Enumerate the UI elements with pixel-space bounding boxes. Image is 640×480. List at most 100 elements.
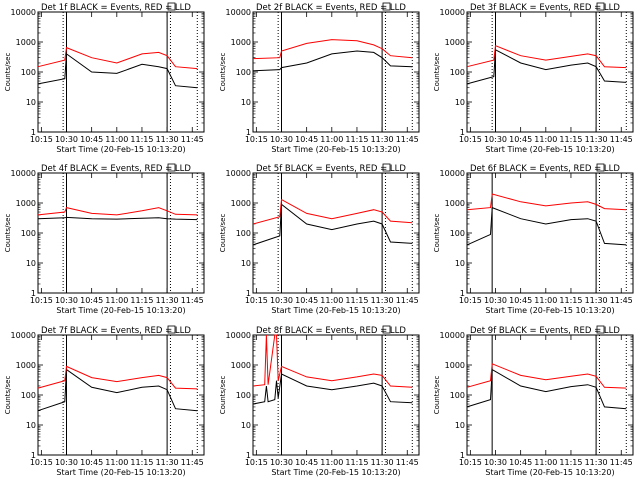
legend-box-icon [167,2,176,11]
x-tick-label: 10:30 [270,135,293,144]
x-tick-label: 11:45 [181,458,204,467]
x-tick-label: 11:30 [371,135,394,144]
events-series-line [37,52,198,89]
y-tick-label: 100 [21,68,36,77]
x-tick-label: 11:45 [610,296,633,305]
x-tick-label: 11:00 [534,458,557,467]
y-axis-label: Counts/sec [4,376,12,415]
x-tick-label: 11:45 [396,135,419,144]
detector-panel: Det 5f BLACK = Events, RED = LLD 1 10 100 10… [219,163,420,315]
x-tick-label: 10:30 [484,458,507,467]
lld-series-line [252,334,413,388]
x-axis-label: Start Time (20-Feb-15 10:13:20) [485,306,614,315]
x-tick-label: 10:45 [509,296,532,305]
y-tick-label: 100 [236,68,251,77]
y-tick-label: 10000 [226,8,251,17]
panel-title: Det 8f BLACK = Events, RED = LLD [256,326,406,336]
y-tick-label: 1 [460,289,465,298]
x-tick-label: 10:15 [245,296,268,305]
x-tick-label: 10:30 [55,458,78,467]
y-tick-label: 1 [31,128,36,137]
detector-panel: Det 6f BLACK = Events, RED = LLD 1 10 100 10… [433,163,634,315]
y-tick-label: 1000 [445,361,465,370]
y-tick-label: 1 [31,451,36,460]
y-tick-label: 10000 [11,169,36,178]
panel-title: Det 3f BLACK = Events, RED = LLD [470,3,620,13]
y-tick-label: 10000 [440,169,465,178]
legend-box-icon [167,325,176,334]
legend-box-icon [382,163,391,172]
events-series-line [37,368,198,412]
detector-panel: Det 1f BLACK = Events, RED = LLD 1 10 100 10… [4,2,205,154]
detector-panel: Det 2f BLACK = Events, RED = LLD 1 10 100 10… [219,2,420,154]
x-tick-label: 10:15 [459,458,482,467]
y-tick-label: 10000 [440,8,465,17]
x-tick-label: 10:45 [295,458,318,467]
x-axis-label: Start Time (20-Feb-15 10:13:20) [56,306,185,315]
x-tick-label: 11:15 [345,135,368,144]
x-axis-label: Start Time (20-Feb-15 10:13:20) [56,468,185,477]
y-tick-label: 1 [460,128,465,137]
x-tick-label: 11:30 [371,296,394,305]
y-tick-label: 1000 [445,38,465,47]
x-tick-label: 10:45 [509,458,532,467]
legend-box-icon [167,163,176,172]
panel-title: Det 9f BLACK = Events, RED = LLD [470,326,620,336]
lld-series-line [466,363,627,389]
y-tick-label: 100 [236,391,251,400]
x-axis-label: Start Time (20-Feb-15 10:13:20) [271,145,400,154]
events-series-line [37,216,198,221]
x-tick-label: 10:15 [459,135,482,144]
y-tick-label: 1 [460,451,465,460]
x-tick-label: 10:45 [295,135,318,144]
y-tick-label: 10 [455,259,465,268]
x-tick-label: 11:45 [396,296,419,305]
x-tick-label: 11:45 [396,458,419,467]
y-tick-label: 10 [241,259,251,268]
panel-title: Det 1f BLACK = Events, RED = LLD [41,3,191,13]
y-tick-label: 10000 [11,331,36,340]
detector-panel: Det 9f BLACK = Events, RED = LLD 1 10 100 10… [433,325,634,477]
x-tick-label: 11:15 [130,135,153,144]
y-tick-label: 1 [246,451,251,460]
lld-series-line [466,44,627,69]
x-tick-label: 11:00 [534,135,557,144]
legend-box-icon [596,325,605,334]
x-tick-label: 11:15 [345,296,368,305]
y-tick-label: 10 [455,98,465,107]
x-tick-label: 11:15 [130,458,153,467]
detector-panel: Det 4f BLACK = Events, RED = LLD 1 10 100 10… [4,163,205,315]
panel-title: Det 6f BLACK = Events, RED = LLD [470,164,620,174]
detector-panel: Det 7f BLACK = Events, RED = LLD 1 10 100 10… [4,325,205,477]
y-tick-label: 10 [241,421,251,430]
x-axis-label: Start Time (20-Feb-15 10:13:20) [271,306,400,315]
y-tick-label: 1000 [231,38,251,47]
y-tick-label: 10 [241,98,251,107]
x-tick-label: 11:15 [559,296,582,305]
legend-box-icon [382,2,391,11]
x-tick-label: 10:45 [509,135,532,144]
y-tick-label: 100 [236,229,251,238]
x-tick-label: 11:15 [345,458,368,467]
events-series-line [252,50,413,72]
legend-box-icon [382,325,391,334]
x-tick-label: 11:30 [585,458,608,467]
y-axis-label: Counts/sec [433,53,441,92]
lld-series-line [466,193,627,211]
y-tick-label: 1000 [231,199,251,208]
detector-panel: Det 3f BLACK = Events, RED = LLD 1 10 100 10… [433,2,634,154]
x-tick-label: 10:15 [245,135,268,144]
events-series-line [252,373,413,405]
x-tick-label: 10:15 [30,296,53,305]
x-tick-label: 10:30 [55,296,78,305]
x-tick-label: 11:45 [610,458,633,467]
y-tick-label: 100 [21,229,36,238]
x-tick-label: 11:00 [105,458,128,467]
y-tick-label: 10000 [226,331,251,340]
y-tick-label: 100 [450,68,465,77]
y-axis-label: Counts/sec [219,53,227,92]
x-axis-label: Start Time (20-Feb-15 10:13:20) [485,145,614,154]
x-tick-label: 10:30 [484,135,507,144]
x-tick-label: 11:00 [320,458,343,467]
